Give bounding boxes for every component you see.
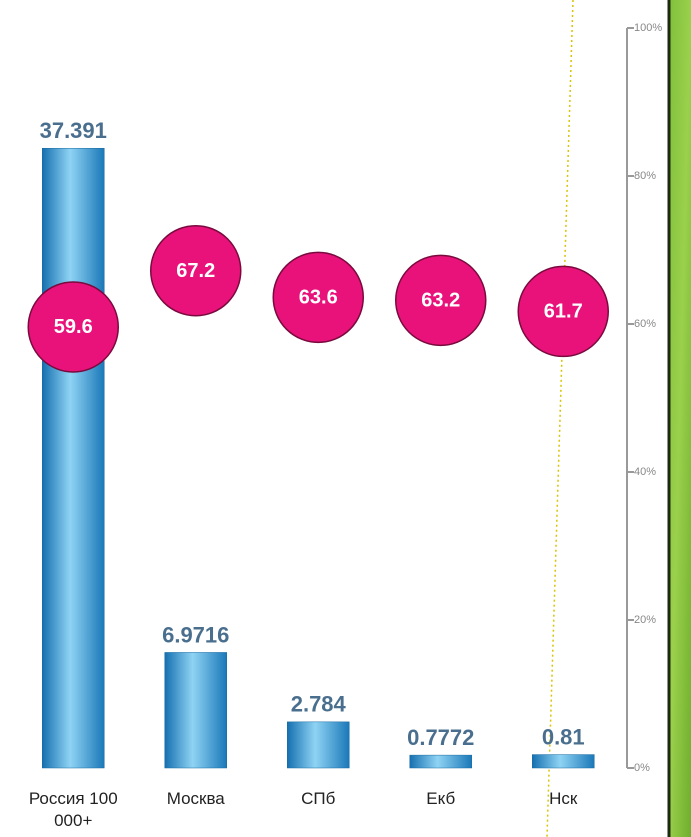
point xyxy=(272,251,364,344)
bar-value-label: 2.784 xyxy=(291,692,347,717)
point-label: 63.6 xyxy=(299,287,338,309)
point-label: 59.6 xyxy=(54,316,93,338)
point xyxy=(395,254,487,347)
point-label: 63.2 xyxy=(421,290,460,312)
point-label: 61.7 xyxy=(544,301,583,323)
y2-tick-label: 40% xyxy=(634,466,656,478)
y2-tick-label: 0% xyxy=(634,762,650,774)
point-label: 67.2 xyxy=(176,260,215,282)
bar xyxy=(409,754,472,769)
bar xyxy=(42,147,105,769)
decor-line xyxy=(546,0,574,837)
point xyxy=(150,224,242,317)
point xyxy=(517,265,609,358)
y2-tick-label: 20% xyxy=(634,614,656,626)
x-tick-label: Екб xyxy=(426,789,456,808)
bar-value-label: 6.9716 xyxy=(162,622,229,647)
x-tick-label: СПб xyxy=(301,789,336,808)
side-panel xyxy=(668,0,691,837)
bar-value-label: 0.7772 xyxy=(407,725,474,750)
x-tick-label: Россия 100 000+ xyxy=(28,789,118,830)
bar xyxy=(164,652,227,769)
bar-value-label: 0.81 xyxy=(542,724,585,749)
point xyxy=(27,281,119,373)
bar xyxy=(532,754,595,769)
bar-value-label: 37.391 xyxy=(40,118,107,143)
x-tick-label: Москва xyxy=(166,789,225,808)
bar xyxy=(287,721,350,769)
x-tick-label: Нск xyxy=(549,789,578,808)
y2-tick-label: 80% xyxy=(634,170,656,182)
y2-tick-label: 100% xyxy=(634,22,662,34)
y2-tick-label: 60% xyxy=(634,318,656,330)
